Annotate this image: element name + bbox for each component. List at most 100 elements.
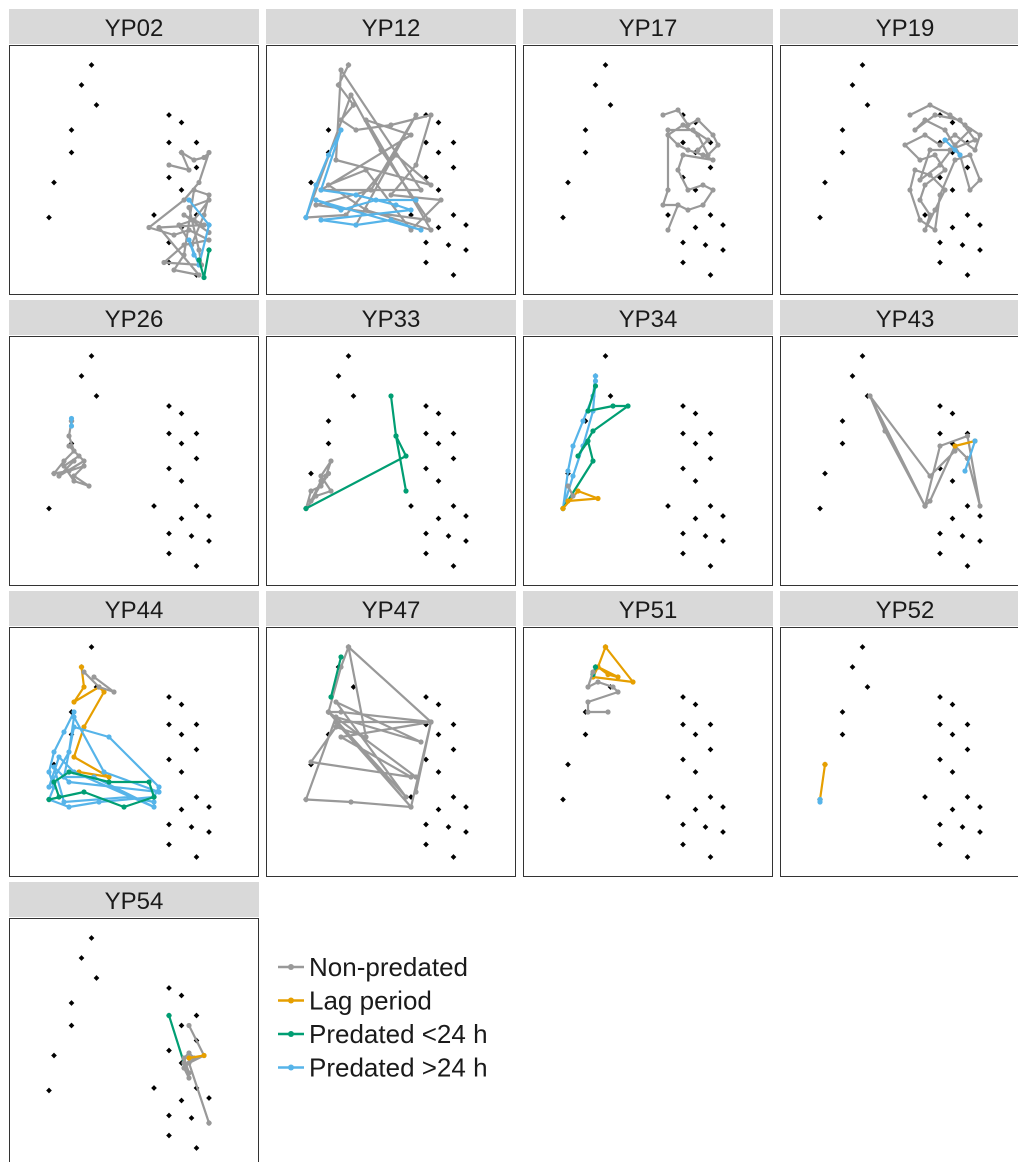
track-point-non — [156, 224, 162, 231]
receiver-point — [423, 430, 429, 437]
receiver-point — [193, 164, 200, 171]
receiver-point — [922, 212, 928, 218]
track-point-non — [71, 478, 77, 484]
track-point-lag — [101, 689, 107, 695]
track-point-non — [318, 483, 324, 489]
track-point-gt24 — [156, 784, 162, 790]
track-point-gt24 — [580, 418, 586, 424]
track-point-non — [932, 207, 938, 213]
panel-strip — [780, 9, 1018, 44]
track-point-non — [363, 167, 369, 173]
receiver-point — [839, 149, 846, 156]
track-point-non — [353, 127, 359, 133]
track-point-non — [345, 644, 352, 650]
panel-strip — [9, 300, 259, 335]
receiver-point — [937, 239, 943, 246]
panel-yp26: YP26 — [9, 300, 259, 586]
panel-strip — [9, 882, 259, 917]
panel-strip — [266, 9, 516, 44]
receiver-point — [193, 430, 200, 437]
track-point-non — [328, 458, 334, 464]
receiver-point — [565, 761, 571, 768]
track-point-non — [590, 669, 596, 675]
track-point-gt24 — [570, 473, 576, 479]
track-point-lt24 — [206, 247, 212, 253]
track-point-non — [610, 684, 616, 690]
receiver-point — [977, 804, 983, 810]
receiver-point — [450, 272, 457, 278]
track-point-lag — [615, 674, 621, 680]
track-point-non — [962, 122, 968, 128]
panel-yp54: YP54 — [9, 882, 259, 1162]
receiver-point — [707, 430, 714, 437]
track-point-non — [428, 182, 434, 188]
track-point-non — [196, 247, 202, 253]
track-point-non — [665, 227, 671, 233]
track-point-gt24 — [71, 709, 77, 715]
track-line-non — [666, 204, 680, 231]
track-point-lag — [78, 664, 85, 670]
track-point-gt24 — [957, 152, 963, 158]
track-point-non — [338, 67, 344, 73]
receiver-point — [680, 694, 686, 700]
track-point-non — [388, 122, 394, 128]
track-point-non — [917, 197, 923, 203]
receiver-point — [166, 694, 172, 700]
legend-key-point — [288, 1031, 294, 1037]
track-point-non — [323, 473, 329, 479]
track-point-non — [867, 393, 873, 399]
legend-key-point — [288, 1064, 294, 1071]
track-point-non — [325, 709, 332, 715]
track-point-non — [206, 197, 212, 203]
receiver-point — [178, 1097, 185, 1104]
panel-yp12: YP12 — [266, 9, 516, 295]
receiver-point — [560, 796, 566, 803]
track-point-gt24 — [151, 799, 157, 805]
receiver-point — [864, 684, 871, 690]
receiver-point — [817, 214, 823, 221]
receiver-point — [423, 756, 429, 763]
receiver-point — [178, 515, 185, 522]
track-point-non — [333, 724, 339, 730]
track-point-lag — [71, 754, 77, 760]
track-line-lag — [954, 439, 976, 448]
track-point-lt24 — [201, 274, 207, 281]
track-point-non — [313, 202, 319, 208]
receiver-point — [450, 503, 457, 509]
track-point-non — [368, 187, 374, 193]
receiver-point — [463, 222, 469, 228]
receiver-point — [937, 430, 943, 437]
track-point-non — [413, 774, 419, 780]
track-point-gt24 — [71, 724, 77, 730]
track-point-non — [710, 187, 716, 193]
track-point-non — [191, 157, 197, 163]
receiver-point — [949, 224, 956, 231]
receiver-point — [692, 478, 699, 484]
receiver-point — [937, 756, 943, 763]
track-point-non — [333, 699, 339, 705]
track-point-gt24 — [56, 754, 62, 760]
receiver-point — [977, 829, 983, 835]
track-point-non — [428, 227, 434, 233]
panel-yp43: YP43 — [780, 300, 1018, 586]
track-point-non — [76, 453, 82, 459]
panel-title: YP02 — [105, 15, 164, 42]
track-point-non — [408, 774, 414, 780]
panel-title: YP52 — [876, 597, 935, 624]
receiver-point — [445, 533, 452, 539]
track-point-non — [418, 187, 424, 193]
track-point-non — [333, 714, 339, 720]
legend-item-lt24: Predated <24 h — [278, 1019, 488, 1049]
track-point-non — [186, 1070, 192, 1076]
panel-plot-area — [9, 336, 259, 586]
track-point-non — [338, 709, 344, 715]
track-point-lt24 — [151, 794, 157, 800]
track-point-non — [690, 127, 696, 133]
track-point-gt24 — [68, 423, 75, 429]
track-point-gt24 — [126, 794, 132, 800]
receiver-point — [937, 721, 943, 728]
track-point-gt24 — [61, 729, 67, 735]
receiver-point — [720, 538, 726, 544]
track-line-lt24 — [305, 394, 408, 510]
track-point-non — [348, 799, 354, 805]
